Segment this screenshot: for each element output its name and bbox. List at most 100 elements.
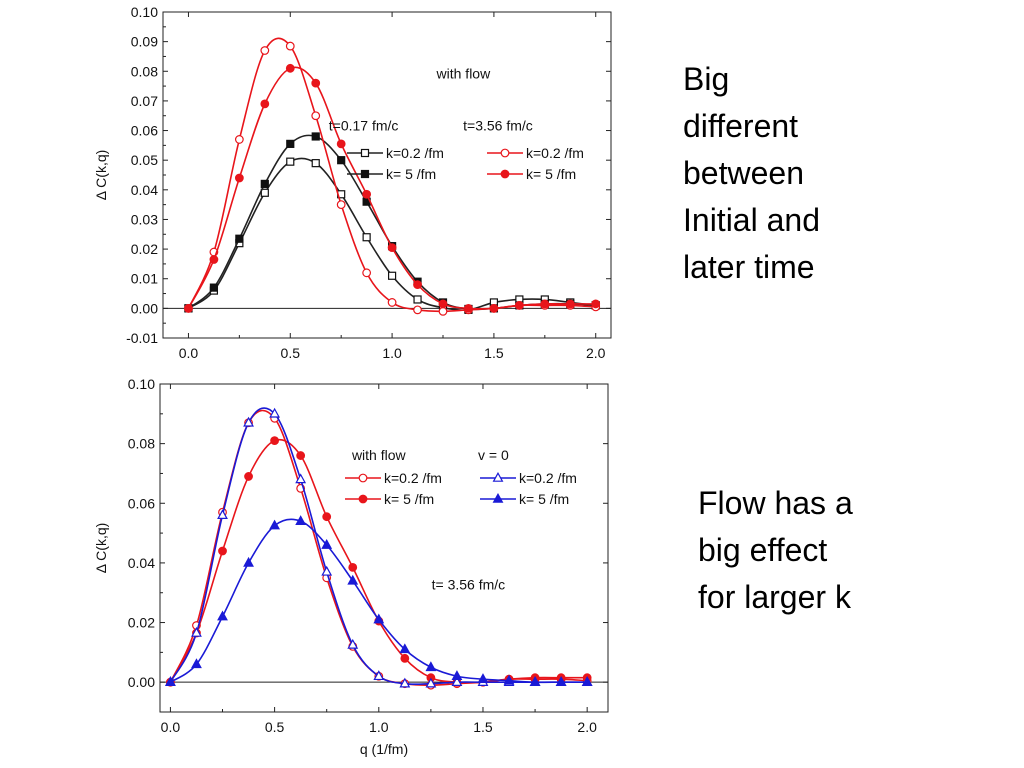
data-point [285,41,295,51]
data-point [269,407,281,418]
data-point [321,538,333,549]
annotation-text-top: Big different between Initial and later … [683,56,903,291]
data-point [413,305,422,315]
note-line: between [683,155,804,191]
data-point [286,157,295,166]
data-point [492,492,504,503]
x-tick-label: 2.0 [586,345,606,361]
data-point [464,303,473,313]
data-point [184,303,193,313]
legend-label: k= 5 /fm [519,491,569,507]
legend-entry: k=0.2 /fm [480,470,577,486]
data-point [234,173,244,183]
y-tick-label: 0.03 [131,211,158,227]
data-point [387,243,397,253]
note-line: Big [683,61,730,97]
y-tick-label: 0.04 [128,555,155,571]
data-point [244,472,253,481]
data-point [234,135,244,144]
legend-entry: k= 5 /fm [480,491,569,507]
data-point [362,189,372,199]
data-point [337,156,346,165]
data-point [555,676,567,686]
data-point [413,295,422,304]
data-point [269,519,281,530]
y-tick-label: 0.02 [131,241,158,257]
data-point [217,509,228,519]
data-point [387,298,397,307]
legend-entry: k= 5 /fm [347,166,436,182]
data-point [400,653,410,663]
chart-bottom: 0.00 0.02 0.04 0.06 0.08 0.10 0.0 0.5 1.0 1.5 2.0 Δ… [93,376,609,757]
x-tick-label: 0.5 [265,719,285,735]
x-tick-label: 0.0 [161,719,181,735]
chart-annotation: v = 0 [478,447,509,463]
series-3 [165,515,593,686]
data-point [243,416,254,427]
legend-label: k=0.2 /fm [519,470,577,486]
y-tick-label: 0.02 [128,615,155,631]
data-point [347,574,359,585]
data-point [399,677,411,688]
x-tick-label: 0.0 [179,345,199,361]
legend-entry: k=0.2 /fm [487,145,584,161]
data-point [358,473,368,483]
x-tick-label: 2.0 [577,719,597,735]
data-point [347,638,359,649]
data-point [373,670,385,681]
data-point [489,303,499,313]
chart-annotation: with flow [351,447,407,463]
data-point [191,658,202,669]
data-point [425,661,437,672]
data-point [165,676,176,686]
y-tick-label: 0.10 [131,4,158,20]
y-tick-label: 0.01 [131,271,158,287]
data-point [270,436,280,446]
legend-entry: k=0.2 /fm [345,470,442,486]
legend-entry: k=0.2 /fm [347,145,444,161]
data-point [209,283,219,292]
data-point [373,613,385,624]
y-tick-label: 0.10 [128,376,155,392]
data-point [311,132,320,141]
series-line [187,66,596,310]
legend-entry: k= 5 /fm [345,491,434,507]
data-point [362,268,372,278]
data-point [285,63,295,73]
chart-annotation: t= 3.56 fm/c [432,577,506,593]
legend-label: k= 5 /fm [526,166,576,182]
chart-top: -0.01 0.00 0.01 0.02 0.03 0.04 0.05 0.06 0.07 0.0… [93,4,612,361]
data-point [286,139,295,148]
x-tick-label: 0.5 [281,345,301,361]
data-point [387,271,397,280]
data-point [295,473,307,484]
note-line: Flow has a [698,485,853,521]
x-tick-label: 1.5 [484,345,504,361]
data-point [413,280,422,290]
data-point [565,299,575,309]
data-point [322,512,332,522]
note-line: later time [683,249,815,285]
data-point [311,111,321,121]
data-point [260,99,270,109]
data-point [492,471,504,482]
data-point [581,676,593,686]
data-point [360,169,370,179]
y-tick-label: 0.00 [128,674,155,690]
annotation-text-bottom: Flow has a big effect for larger k [698,480,938,621]
chart-annotation: t=3.56 fm/c [463,118,533,134]
y-axis-label: Δ C(k,q) [93,523,109,574]
data-point [514,301,524,310]
data-point [451,670,463,681]
series-line [169,518,588,684]
data-point [260,188,269,197]
data-point [336,200,346,210]
y-tick-label: 0.00 [131,300,158,316]
note-line: different [683,108,799,144]
x-tick-label: 1.0 [382,345,402,361]
data-point [217,610,228,621]
data-point [311,78,321,88]
data-point [358,494,368,504]
legend-label: k= 5 /fm [384,491,434,507]
y-axis-label: Δ C(k,q) [93,150,109,201]
